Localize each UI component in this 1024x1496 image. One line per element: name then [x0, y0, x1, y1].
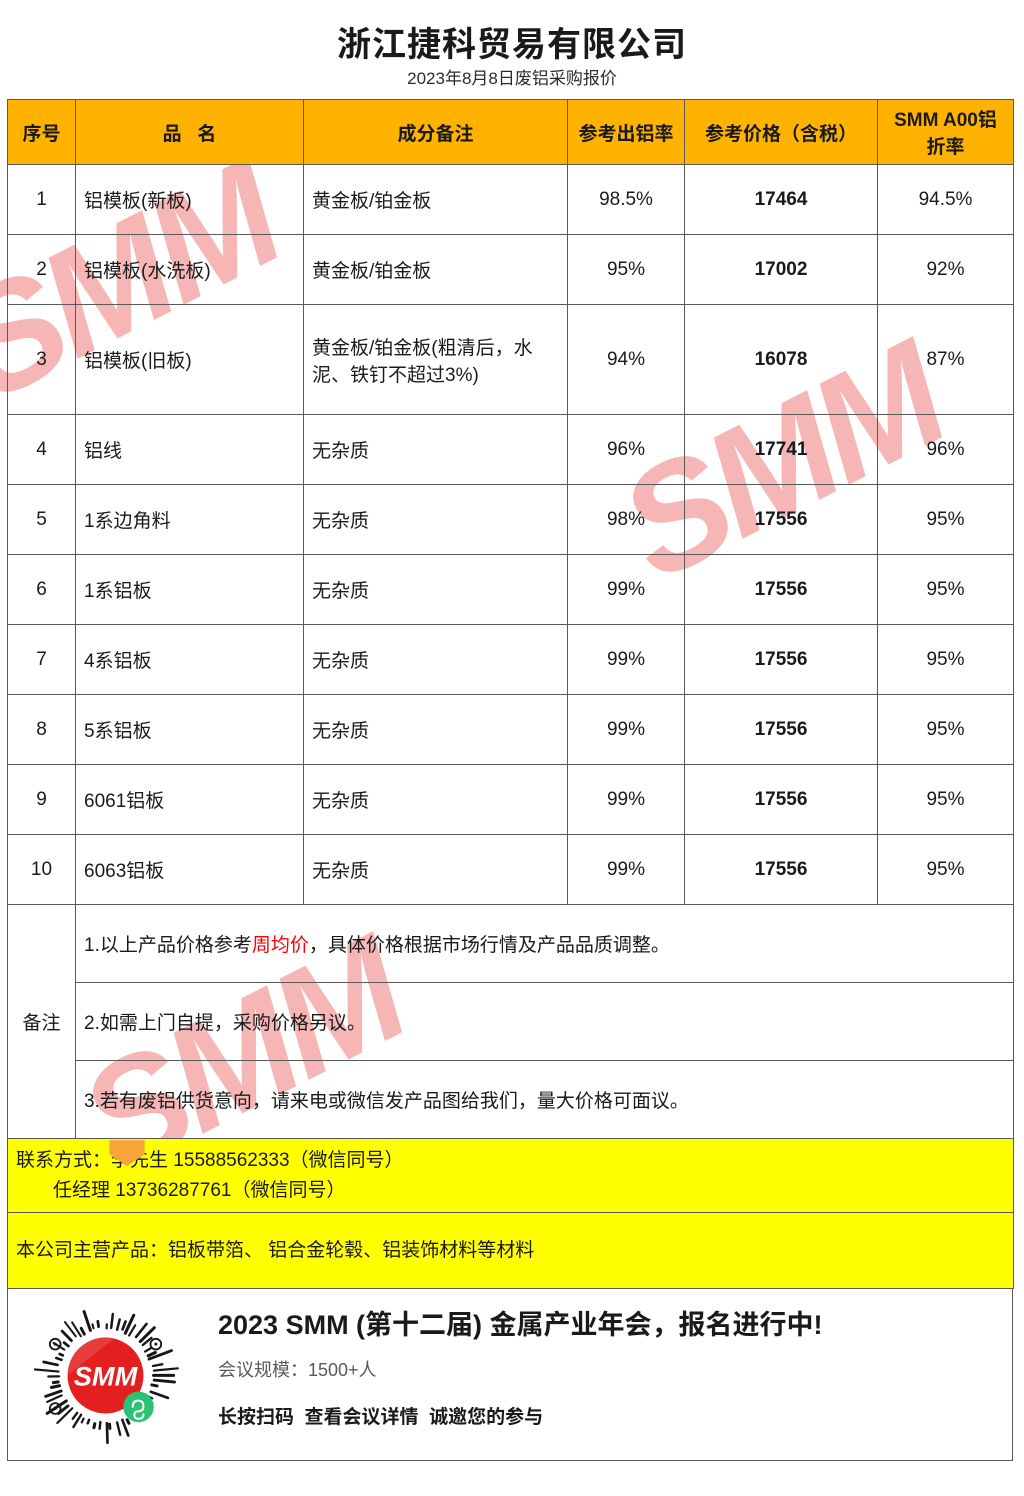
svg-text:SMM: SMM [74, 1360, 139, 1391]
